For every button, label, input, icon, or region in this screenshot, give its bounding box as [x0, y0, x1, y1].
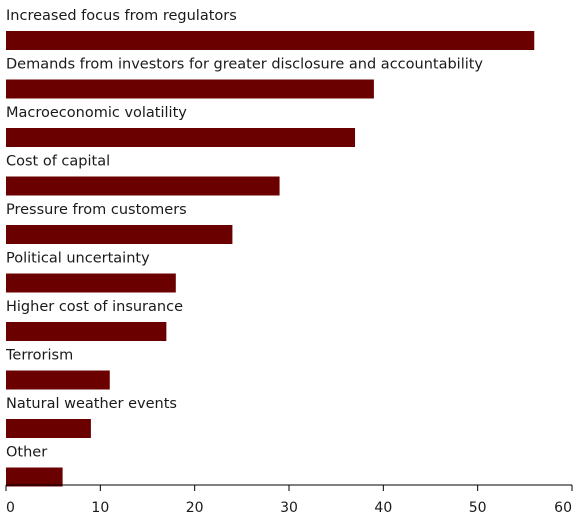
- bar: [6, 176, 280, 196]
- category-label: Pressure from customers: [6, 202, 187, 218]
- category-label: Natural weather events: [6, 396, 177, 412]
- category-label: Increased focus from regulators: [6, 8, 237, 24]
- category-label: Macroeconomic volatility: [6, 105, 187, 121]
- category-label: Higher cost of insurance: [6, 299, 183, 315]
- category-label: Other: [6, 445, 47, 461]
- bars-layer: [6, 31, 535, 487]
- bar: [6, 370, 110, 390]
- bar: [6, 322, 167, 341]
- bar: [6, 225, 233, 244]
- category-label: Terrorism: [5, 348, 73, 364]
- bar: [6, 79, 374, 99]
- bar: [6, 467, 63, 487]
- category-label: Cost of capital: [6, 154, 110, 170]
- x-tick-label: 30: [280, 500, 298, 516]
- x-axis-ticks-layer: 0 10 20 30 40 50 60: [5, 485, 573, 516]
- category-labels-layer: Increased focus from regulators Demands f…: [5, 8, 483, 461]
- x-tick-label: 10: [91, 500, 109, 516]
- x-tick-label: 50: [469, 500, 487, 516]
- bar: [6, 31, 535, 50]
- bar: [6, 273, 176, 293]
- x-tick-label: 40: [374, 500, 392, 516]
- x-tick-label: 60: [554, 500, 572, 516]
- bar: [6, 128, 356, 147]
- category-label: Political uncertainty: [6, 251, 150, 267]
- x-tick-label: 20: [186, 500, 204, 516]
- category-label: Demands from investors for greater discl…: [6, 57, 483, 73]
- bar: [6, 419, 91, 438]
- x-tick-label: 0: [6, 500, 15, 516]
